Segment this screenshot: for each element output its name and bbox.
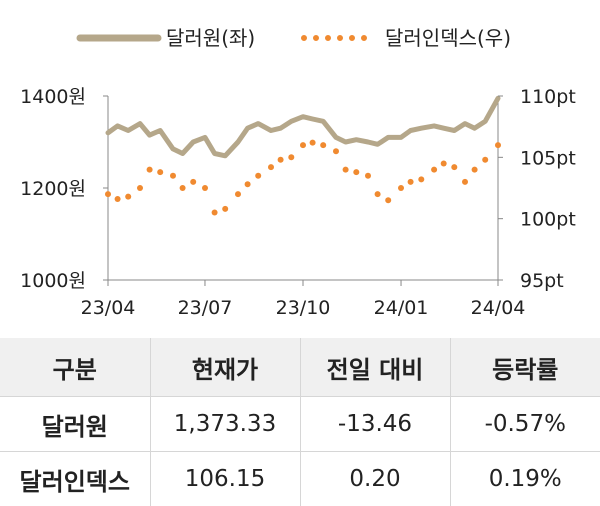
row-current-price: 1,373.33 <box>150 397 300 452</box>
y-left-tick-label: 1400원 <box>20 86 86 108</box>
x-tick-label: 24/01 <box>374 297 429 319</box>
data-point-dxy <box>495 142 501 148</box>
table-row: 달러원 1,373.33 -13.46 -0.57% <box>0 397 600 452</box>
data-point-dxy <box>105 191 111 197</box>
data-point-dxy <box>462 179 468 185</box>
data-point-dxy <box>385 197 391 203</box>
data-point-dxy <box>180 185 186 191</box>
y-right-tick-label: 95pt <box>520 270 564 292</box>
data-point-dxy <box>418 176 424 182</box>
data-point-dxy <box>157 169 163 175</box>
data-point-dxy <box>343 167 349 173</box>
data-point-dxy <box>125 194 131 200</box>
data-point-dxy <box>147 167 153 173</box>
data-point-dxy <box>222 206 228 212</box>
data-point-dxy <box>235 191 241 197</box>
row-name: 달러인덱스 <box>0 452 150 506</box>
data-point-dxy <box>431 167 437 173</box>
table-header-row: 구분 현재가 전일 대비 등락률 <box>0 338 600 397</box>
x-tick-label: 23/10 <box>276 297 331 319</box>
y-right-tick-label: 100pt <box>520 209 576 231</box>
data-point-dxy <box>375 191 381 197</box>
plot-area <box>105 98 501 215</box>
exchange-rate-chart: 달러원(좌) 달러인덱스(우) 1000원 1200원 1400원 95pt 100pt… <box>0 0 600 330</box>
row-change: 0.20 <box>300 452 450 506</box>
data-point-dxy <box>137 185 143 191</box>
y-left-tick-label: 1200원 <box>20 178 86 200</box>
x-tick-label: 23/04 <box>81 297 136 319</box>
y-right-tick-label: 105pt <box>520 147 576 169</box>
header-current-price: 현재가 <box>150 338 300 397</box>
summary-table: 구분 현재가 전일 대비 등락률 달러원 1,373.33 -13.46 -0.… <box>0 338 600 506</box>
data-point-dxy <box>408 179 414 185</box>
data-point-dxy <box>482 157 488 163</box>
legend-label-usdkrw: 달러원(좌) <box>166 26 255 50</box>
row-change-rate: -0.57% <box>450 397 600 452</box>
data-point-dxy <box>398 185 404 191</box>
y-right-tick-label: 110pt <box>520 86 576 108</box>
table-row: 달러인덱스 106.15 0.20 0.19% <box>0 452 600 506</box>
data-point-dxy <box>288 154 294 160</box>
data-point-dxy <box>365 173 371 179</box>
data-point-dxy <box>441 161 447 167</box>
data-point-dxy <box>451 164 457 170</box>
data-point-dxy <box>115 196 121 202</box>
y-left-tick-label: 1000원 <box>20 270 86 292</box>
x-tick-label: 24/04 <box>471 297 526 319</box>
data-point-dxy <box>170 173 176 179</box>
row-name: 달러원 <box>0 397 150 452</box>
legend-label-dxy: 달러인덱스(우) <box>385 26 511 50</box>
x-tick-label: 23/07 <box>178 297 233 319</box>
header-change: 전일 대비 <box>300 338 450 397</box>
row-current-price: 106.15 <box>150 452 300 506</box>
data-point-dxy <box>202 185 208 191</box>
header-change-rate: 등락률 <box>450 338 600 397</box>
data-point-dxy <box>320 142 326 148</box>
row-change-rate: 0.19% <box>450 452 600 506</box>
data-point-dxy <box>278 157 284 163</box>
data-point-dxy <box>353 169 359 175</box>
data-point-dxy <box>190 179 196 185</box>
data-point-dxy <box>472 167 478 173</box>
data-point-dxy <box>333 148 339 154</box>
data-point-dxy <box>212 210 218 216</box>
header-category: 구분 <box>0 338 150 397</box>
data-point-dxy <box>300 142 306 148</box>
data-point-dxy <box>255 173 261 179</box>
data-point-dxy <box>268 164 274 170</box>
data-point-dxy <box>310 140 316 146</box>
row-change: -13.46 <box>300 397 450 452</box>
data-point-dxy <box>245 181 251 187</box>
